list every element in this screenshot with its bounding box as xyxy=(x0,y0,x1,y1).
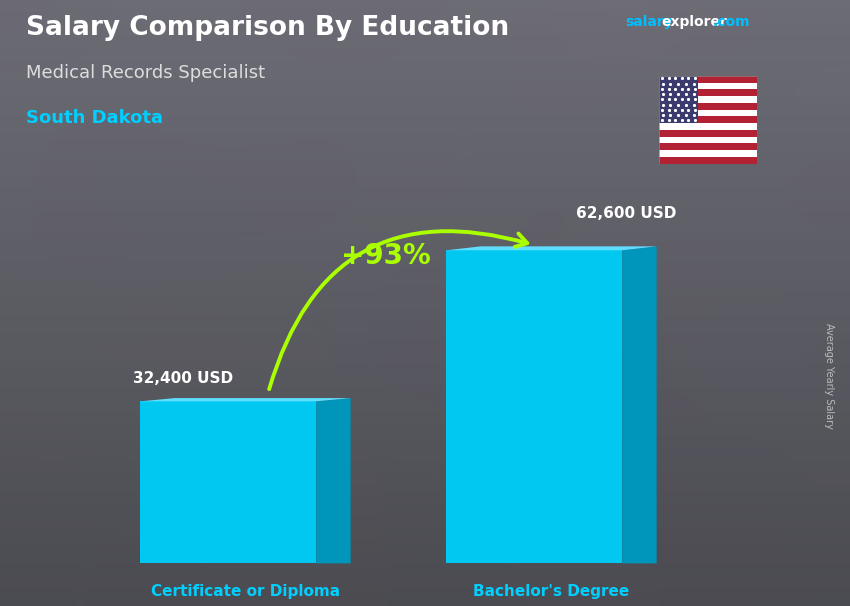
Polygon shape xyxy=(446,247,656,250)
Text: +93%: +93% xyxy=(341,242,430,270)
Polygon shape xyxy=(622,247,656,564)
Bar xyxy=(659,82,756,89)
Text: 32,400 USD: 32,400 USD xyxy=(133,370,233,385)
Bar xyxy=(659,123,756,130)
Polygon shape xyxy=(446,250,622,564)
Text: Salary Comparison By Education: Salary Comparison By Education xyxy=(26,15,508,41)
Bar xyxy=(659,103,756,110)
Bar xyxy=(659,89,756,96)
Text: Bachelor's Degree: Bachelor's Degree xyxy=(473,584,630,599)
Bar xyxy=(659,110,756,116)
Text: 62,600 USD: 62,600 USD xyxy=(576,206,677,221)
Bar xyxy=(659,157,756,164)
Text: explorer: explorer xyxy=(661,15,728,29)
Text: .com: .com xyxy=(712,15,750,29)
Bar xyxy=(659,76,698,123)
Polygon shape xyxy=(140,398,350,401)
Bar xyxy=(659,144,756,150)
Text: Certificate or Diploma: Certificate or Diploma xyxy=(151,584,340,599)
Bar xyxy=(659,96,756,103)
Text: Average Yearly Salary: Average Yearly Salary xyxy=(824,323,834,428)
Bar xyxy=(659,150,756,157)
Polygon shape xyxy=(316,398,350,564)
Bar xyxy=(659,116,756,123)
Text: South Dakota: South Dakota xyxy=(26,109,162,127)
Text: salary: salary xyxy=(625,15,672,29)
Text: Medical Records Specialist: Medical Records Specialist xyxy=(26,64,264,82)
Bar xyxy=(659,130,756,136)
Bar xyxy=(659,136,756,144)
Polygon shape xyxy=(140,401,316,564)
Bar xyxy=(659,76,756,82)
